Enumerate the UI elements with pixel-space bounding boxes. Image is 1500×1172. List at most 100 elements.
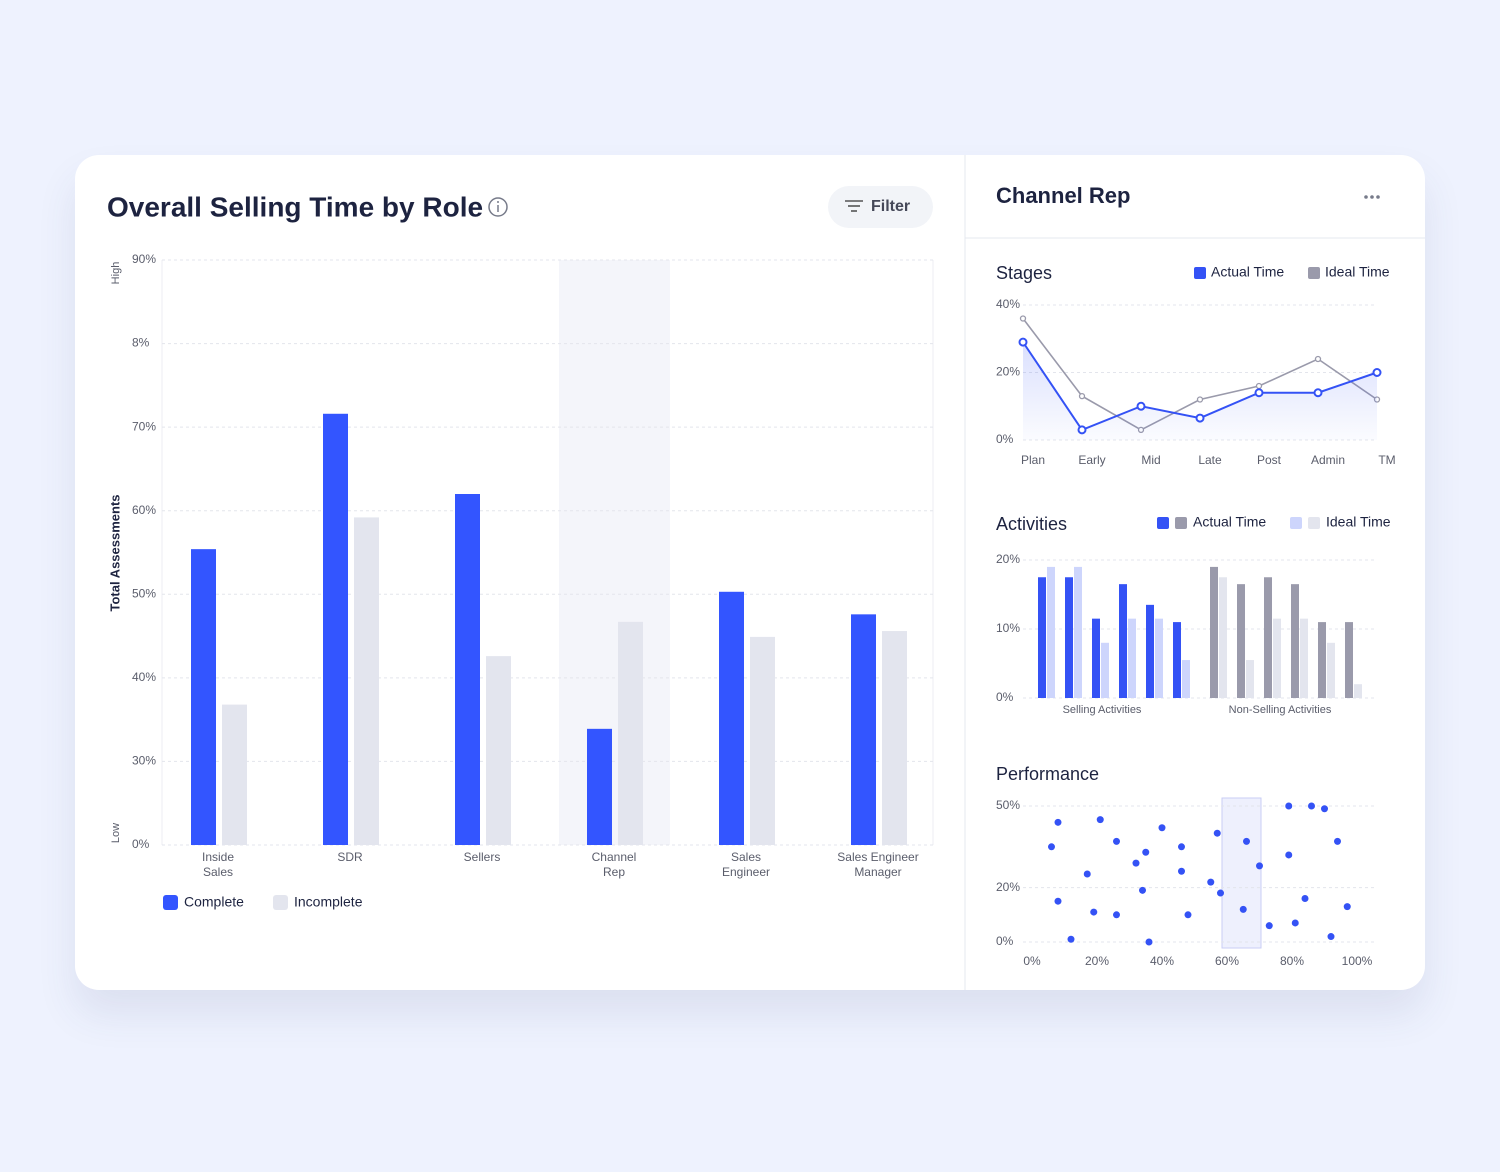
point bbox=[1195, 413, 1205, 423]
x-tick-label: SDR bbox=[337, 850, 363, 864]
y-tick-label: 0% bbox=[996, 432, 1014, 446]
point bbox=[1285, 802, 1293, 810]
point bbox=[1145, 938, 1153, 946]
point bbox=[1019, 315, 1027, 322]
point bbox=[1054, 897, 1062, 905]
point bbox=[1083, 870, 1091, 878]
x-tick-label: Channel Rep bbox=[591, 850, 637, 879]
x-tick-label: Post bbox=[1257, 453, 1282, 467]
y-tick-label: 20% bbox=[996, 552, 1020, 566]
bar bbox=[486, 656, 511, 845]
y-tick-label: 10% bbox=[996, 621, 1020, 635]
y-tick-label: 20% bbox=[996, 880, 1020, 894]
point bbox=[1067, 935, 1075, 943]
bar bbox=[1345, 622, 1353, 698]
point bbox=[1301, 894, 1309, 902]
point bbox=[1308, 802, 1315, 810]
y-axis-label: Total Assessments bbox=[107, 494, 122, 611]
bar bbox=[1237, 584, 1245, 698]
filter-button[interactable]: Filter bbox=[828, 186, 933, 228]
bar bbox=[882, 631, 907, 845]
point bbox=[1178, 843, 1185, 851]
legend-swatch bbox=[273, 895, 288, 910]
y-tick-label: 90% bbox=[132, 252, 156, 266]
bar bbox=[1318, 622, 1326, 698]
point bbox=[1239, 905, 1247, 913]
point bbox=[1196, 396, 1204, 403]
group-label: Selling Activities bbox=[1063, 704, 1142, 716]
y-tick-label: 60% bbox=[132, 503, 156, 517]
panel-title: Channel Rep bbox=[996, 183, 1130, 208]
more-menu[interactable] bbox=[1364, 195, 1380, 199]
bar bbox=[1092, 618, 1100, 698]
bar bbox=[1065, 577, 1073, 698]
point bbox=[1243, 837, 1250, 845]
area bbox=[1023, 342, 1377, 440]
chart-title: Performance bbox=[996, 764, 1099, 784]
point bbox=[1018, 337, 1028, 347]
y-low-label: Low bbox=[110, 823, 122, 843]
y-tick-label: 40% bbox=[996, 297, 1020, 311]
card bbox=[75, 155, 1425, 990]
x-tick-label: Early bbox=[1078, 453, 1105, 467]
legend-label: Actual Time bbox=[1193, 514, 1266, 530]
x-tick-label: 100% bbox=[1342, 954, 1373, 968]
bar bbox=[1119, 584, 1127, 698]
legend-label: Ideal Time bbox=[1325, 264, 1390, 280]
point bbox=[1158, 824, 1166, 832]
point bbox=[1213, 829, 1221, 837]
page-title: Overall Selling Time by Role bbox=[107, 191, 483, 222]
x-tick-label: Sellers bbox=[463, 850, 501, 864]
legend-swatch bbox=[1194, 267, 1206, 279]
highlight-band bbox=[1221, 797, 1262, 949]
legend-swatch bbox=[1290, 517, 1302, 529]
legend-swatch bbox=[1308, 267, 1320, 279]
point bbox=[1254, 388, 1264, 398]
x-tick-label: Plan bbox=[1021, 453, 1045, 467]
legend-label: Ideal Time bbox=[1326, 514, 1391, 530]
bar bbox=[1246, 660, 1254, 698]
group-label: Non-Selling Activities bbox=[1229, 704, 1332, 716]
bar bbox=[1155, 618, 1163, 698]
chart-title: Stages bbox=[996, 263, 1052, 283]
info-icon[interactable] bbox=[488, 197, 508, 217]
bar bbox=[1264, 577, 1272, 698]
legend-swatch bbox=[163, 895, 178, 910]
y-tick-label: 8% bbox=[132, 336, 150, 350]
point bbox=[1372, 368, 1382, 377]
y-tick-label: 40% bbox=[132, 670, 156, 684]
x-tick-label: Sales Engineer Manager bbox=[837, 850, 919, 879]
bar bbox=[1074, 566, 1082, 698]
bar bbox=[455, 494, 480, 845]
y-tick-label: 0% bbox=[996, 934, 1014, 948]
x-tick-label: Sales Engineer bbox=[721, 850, 771, 879]
y-tick-label: 20% bbox=[996, 365, 1020, 379]
chart-title: Activities bbox=[996, 514, 1067, 534]
bar bbox=[1146, 604, 1154, 698]
point bbox=[1054, 818, 1062, 826]
y-tick-label: 50% bbox=[996, 798, 1020, 812]
x-tick-label: TM bbox=[1378, 453, 1395, 467]
bar bbox=[750, 636, 775, 845]
bar bbox=[719, 591, 744, 845]
point bbox=[1343, 903, 1351, 911]
point bbox=[1142, 848, 1150, 856]
point bbox=[1334, 837, 1341, 845]
bar bbox=[1210, 566, 1218, 698]
point bbox=[1090, 908, 1098, 916]
bar bbox=[1273, 618, 1281, 698]
y-tick-label: 0% bbox=[996, 690, 1014, 704]
filter-label[interactable]: Filter bbox=[871, 198, 910, 215]
bar bbox=[1128, 618, 1136, 698]
bar bbox=[1300, 618, 1308, 698]
bar bbox=[1291, 584, 1299, 698]
y-tick-label: 70% bbox=[132, 419, 156, 433]
point bbox=[1048, 843, 1055, 851]
legend-swatch bbox=[1157, 517, 1169, 529]
point bbox=[1207, 878, 1215, 886]
legend-label: Incomplete bbox=[294, 894, 363, 910]
point bbox=[1327, 933, 1335, 941]
x-tick-label: 60% bbox=[1215, 954, 1239, 968]
